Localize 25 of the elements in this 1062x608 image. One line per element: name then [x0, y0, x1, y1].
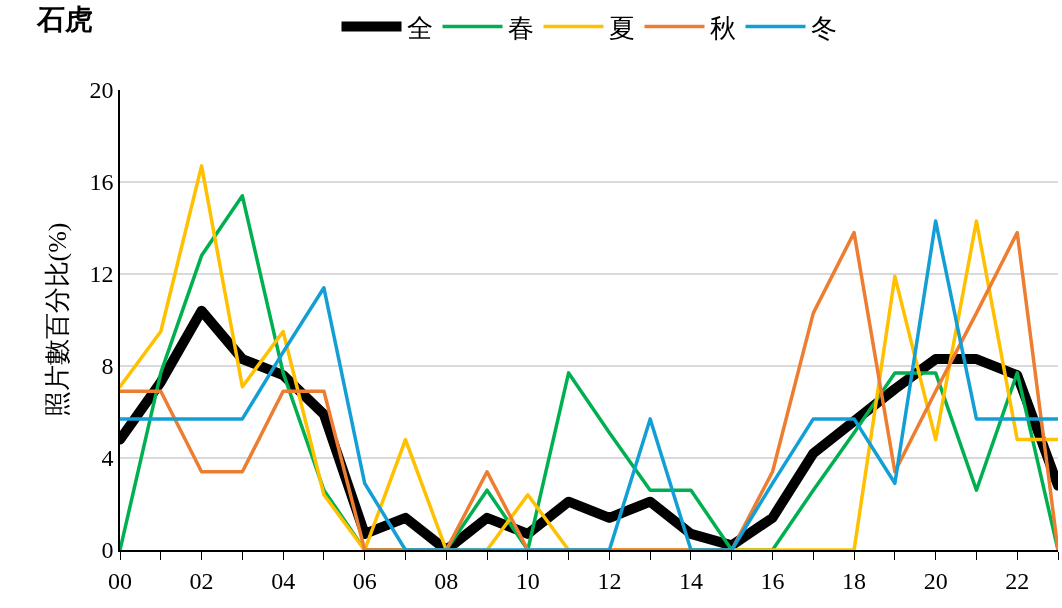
legend-label: 夏 [608, 13, 635, 43]
y-axis-title: 照片數百分比(%) [43, 222, 73, 418]
x-tick-label: 02 [189, 567, 214, 594]
x-tick-label: 04 [271, 567, 296, 594]
x-tick-label: 14 [678, 567, 703, 594]
legend-label: 春 [507, 13, 534, 43]
x-tick-label: 18 [842, 567, 867, 594]
x-tick-label: 06 [352, 567, 377, 594]
x-tick-label: 22 [1005, 567, 1030, 594]
legend-label: 秋 [709, 13, 736, 43]
y-tick-label: 12 [89, 261, 114, 288]
x-tick-label: 00 [108, 567, 132, 594]
y-tick-label: 20 [89, 77, 114, 104]
legend-label: 冬 [810, 13, 837, 43]
y-tick-label: 8 [101, 353, 114, 380]
x-tick-label: 12 [597, 567, 622, 594]
x-tick-label: 16 [760, 567, 785, 594]
chart-title: 石虎 [36, 3, 94, 35]
x-tick-label: 10 [515, 567, 540, 594]
x-tick-label: 08 [434, 567, 459, 594]
legend-label: 全 [406, 13, 433, 43]
y-tick-label: 0 [101, 537, 114, 564]
x-tick-label: 20 [923, 567, 948, 594]
y-tick-label: 16 [89, 169, 114, 196]
y-tick-label: 4 [101, 445, 114, 472]
